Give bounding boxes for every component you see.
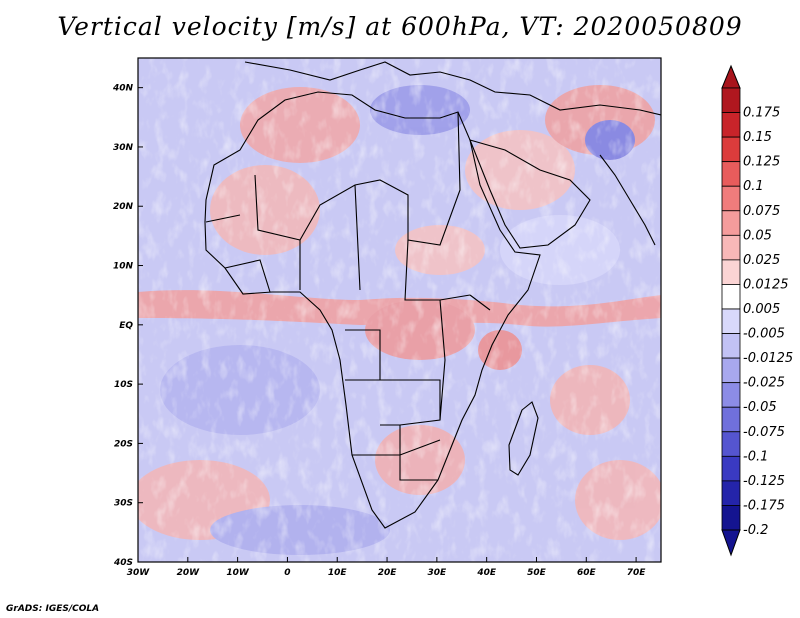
colorbar-label: 0.1 [743, 179, 764, 194]
colorbar-swatch [721, 210, 741, 236]
colorbar-bottom-arrow [721, 529, 741, 557]
colorbar-swatch [721, 87, 741, 113]
plot-area [138, 58, 661, 562]
x-tick-label: 50E [527, 568, 547, 578]
y-tick-label: 40N [112, 84, 134, 94]
x-tick-label: 20E [378, 568, 398, 578]
x-tick-label: 70E [627, 568, 647, 578]
colorbar-label: 0.075 [743, 204, 780, 219]
y-tick-label: 30S [114, 499, 133, 509]
coastlines [204, 61, 661, 529]
colorbar-swatch [721, 357, 741, 384]
x-tick-label: 40E [476, 568, 497, 578]
y-tick-label: EQ [119, 321, 133, 331]
colorbar: 0.175 0.15 0.125 0.1 0.075 0.05 0.025 0.0125 0.0… [721, 64, 793, 557]
colorbar-label: -0.125 [743, 474, 785, 489]
x-axis: 30W 20W 10W 0 10E 20E 30E 40E 50E 60E 70E [127, 557, 647, 578]
colorbar-label: -0.025 [743, 376, 785, 391]
colorbar-swatch [721, 455, 741, 482]
colorbar-label: 0.05 [743, 228, 772, 243]
colorbar-swatch [721, 406, 741, 433]
map-title: Vertical velocity [m/s] at 600hPa, VT: 2… [57, 12, 743, 41]
colorbar-swatch [721, 505, 741, 531]
colorbar-swatch [721, 259, 741, 285]
colorbar-label: -0.05 [743, 400, 777, 415]
colorbar-label: -0.175 [743, 498, 785, 513]
y-tick-label: 30N [113, 143, 134, 153]
colorbar-label: -0.1 [743, 449, 768, 464]
x-tick-label: 30E [428, 568, 448, 578]
footer-credit: GrADS: IGES/COLA [6, 604, 100, 614]
y-tick-label: 20S [114, 439, 133, 449]
y-tick-label: 40S [113, 558, 133, 568]
colorbar-swatch [721, 185, 741, 212]
colorbar-label: 0.005 [743, 302, 780, 317]
y-tick-label: 10S [114, 380, 133, 390]
x-tick-label: 0 [284, 568, 290, 578]
colorbar-label: -0.2 [743, 523, 768, 538]
colorbar-label: -0.075 [743, 425, 785, 440]
colorbar-label: 0.175 [743, 106, 780, 121]
plot-frame [137, 57, 662, 563]
colorbar-label: 0.15 [743, 130, 772, 145]
colorbar-swatch [721, 161, 741, 187]
x-tick-label: 10W [226, 568, 250, 578]
colorbar-label: 0.025 [743, 253, 780, 268]
colorbar-label: 0.125 [743, 155, 780, 170]
x-tick-label: 20W [177, 568, 201, 578]
colorbar-swatch [721, 234, 741, 261]
colorbar-label: -0.0125 [743, 351, 793, 366]
x-tick-label: 10E [328, 568, 348, 578]
colorbar-swatch [721, 112, 741, 138]
y-axis: 40N 30N 20N 10N EQ 10S 20S 30S 40S [112, 84, 143, 568]
colorbar-swatch [721, 136, 741, 163]
colorbar-swatch [721, 480, 741, 506]
colorbar-swatch [721, 308, 741, 334]
x-tick-label: 60E [577, 568, 597, 578]
colorbar-swatch [721, 382, 741, 408]
colorbar-swatch [721, 431, 741, 457]
colorbar-top-arrow [721, 64, 741, 89]
colorbar-label: -0.005 [743, 327, 785, 342]
colorbar-label: 0.0125 [743, 277, 789, 292]
x-tick-label: 30W [127, 568, 151, 578]
colorbar-swatch [721, 333, 741, 359]
y-tick-label: 20N [113, 202, 134, 212]
colorbar-swatch [721, 284, 741, 310]
y-tick-label: 10N [113, 262, 134, 272]
